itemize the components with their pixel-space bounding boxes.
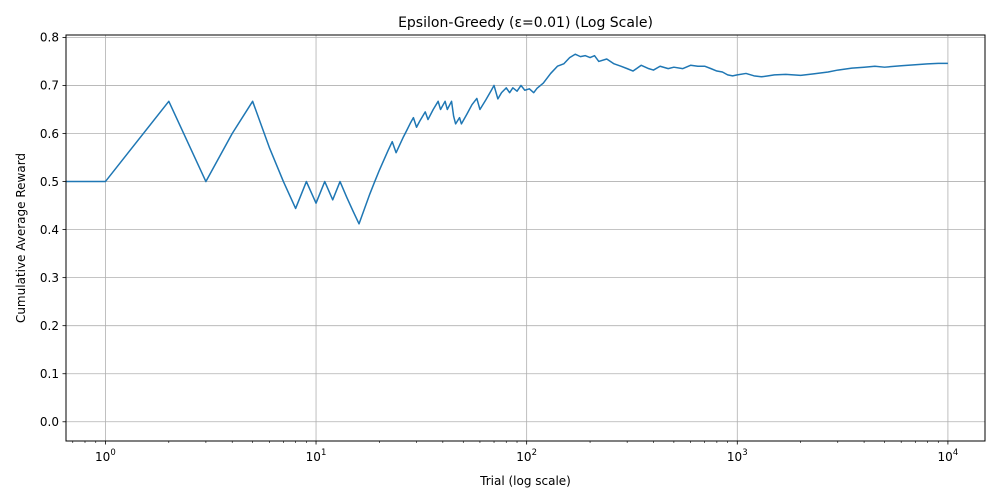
y-axis-title: Cumulative Average Reward: [14, 153, 28, 323]
chart-title: Epsilon-Greedy (ε=0.01) (Log Scale): [398, 15, 653, 31]
y-tick-label: 0.6: [40, 127, 59, 141]
series-line: [66, 53, 948, 225]
y-axis: 0.0 0.1 0.2 0.3 0.4 0.5 0.6 0.7 0.8: [40, 31, 66, 429]
plot-area: [66, 53, 948, 225]
y-tick-label: 0.3: [40, 271, 59, 285]
axes-frame: [65, 34, 986, 442]
y-tick-label: 0.7: [40, 79, 59, 93]
x-tick-label: 101: [306, 448, 327, 464]
y-tick-label: 0.1: [40, 367, 59, 381]
x-tick-label: 102: [516, 448, 537, 464]
x-axis-title: Trial (log scale): [479, 474, 571, 488]
x-tick-label: 103: [727, 448, 748, 464]
y-tick-label: 0.2: [40, 319, 59, 333]
y-tick-label: 0.5: [40, 175, 59, 189]
grid: [66, 35, 985, 441]
x-tick-label: 104: [938, 448, 959, 464]
y-tick-label: 0.0: [40, 415, 59, 429]
x-axis: 100 101 102 103 104: [72, 441, 959, 464]
y-tick-label: 0.4: [40, 223, 59, 237]
y-tick-label: 0.8: [40, 31, 59, 45]
x-tick-label: 100: [95, 448, 116, 464]
